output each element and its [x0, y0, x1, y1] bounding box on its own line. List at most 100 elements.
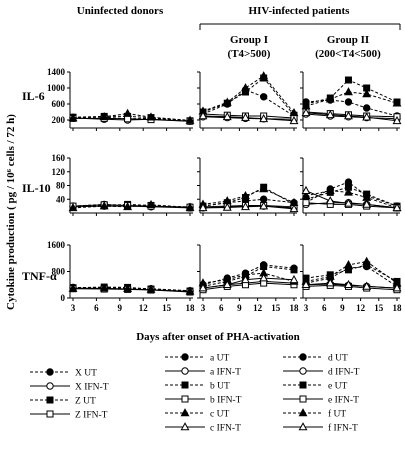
- series-f-IFN-T-r0-c2: [301, 107, 402, 125]
- y-tick-label: 120: [52, 167, 66, 177]
- legend-label: f UT: [328, 409, 346, 420]
- legend-marker: [181, 395, 189, 403]
- legend-label: a IFN-T: [210, 368, 241, 378]
- legend-marker: [299, 367, 307, 375]
- legend-label: f IFN-T: [328, 423, 358, 434]
- data-point: [344, 98, 353, 106]
- data-point: [301, 190, 311, 200]
- y-tick-label: 200: [52, 115, 66, 125]
- y-tick-label: 0: [61, 293, 66, 303]
- data-point: [325, 109, 335, 119]
- legend-label: Z UT: [75, 397, 96, 407]
- data-point: [289, 107, 299, 117]
- series-b-UT-r0-c1: [199, 74, 298, 119]
- legend-label: X IFN-T: [75, 383, 109, 393]
- data-point: [325, 278, 335, 287]
- header-hiv: HIV-infected patients: [249, 5, 351, 17]
- header-group1-line2: (T4>500): [228, 48, 271, 60]
- data-point: [241, 190, 250, 200]
- series-f-UT-r0-c2: [301, 87, 402, 110]
- legend-item: b UT: [165, 381, 230, 392]
- data-point: [146, 284, 156, 293]
- data-point: [198, 111, 208, 120]
- data-point: [301, 185, 311, 194]
- data-point: [198, 283, 208, 292]
- legend-label: X UT: [75, 369, 97, 379]
- series-line: [202, 75, 295, 114]
- data-point: [259, 93, 268, 101]
- data-point: [325, 196, 335, 205]
- x-tick-label: 3: [71, 303, 76, 313]
- data-point: [290, 266, 298, 274]
- legend-marker: [299, 353, 307, 361]
- data-point: [185, 115, 195, 124]
- series-line: [202, 89, 295, 117]
- data-point: [392, 202, 402, 212]
- x-tick-label: 18: [393, 303, 403, 313]
- y-tick-label: 1600: [47, 240, 66, 250]
- data-point: [68, 202, 78, 212]
- data-point: [259, 71, 269, 80]
- legend-marker: [46, 410, 54, 418]
- legend-label: Z IFN-T: [75, 411, 108, 421]
- legend-item: f IFN-T: [283, 422, 358, 434]
- x-tick-label: 15: [162, 303, 172, 313]
- data-point: [362, 89, 372, 98]
- data-point: [222, 202, 232, 211]
- series-line: [72, 204, 191, 209]
- legend-item: d IFN-T: [283, 367, 360, 378]
- legend-item: Z UT: [30, 396, 96, 407]
- header-group2-line1: Group II: [327, 34, 369, 46]
- data-point: [344, 111, 353, 120]
- header-group1-line1: Group I: [230, 34, 268, 46]
- data-point: [259, 113, 269, 123]
- data-point: [241, 201, 250, 211]
- data-point: [99, 201, 109, 210]
- x-tick-label: 15: [374, 303, 384, 313]
- legend-label: b IFN-T: [210, 396, 242, 406]
- legend-label: e UT: [328, 382, 347, 392]
- data-point: [362, 199, 372, 208]
- data-point: [222, 111, 232, 121]
- data-point: [289, 204, 299, 213]
- data-point: [344, 87, 353, 96]
- x-tick-label: 9: [237, 303, 242, 313]
- data-point: [362, 281, 372, 290]
- legend-marker: [46, 382, 54, 390]
- data-point: [362, 104, 371, 112]
- legend-item: b IFN-T: [165, 395, 242, 406]
- legend-item: a UT: [165, 353, 229, 364]
- series-line: [305, 91, 398, 107]
- data-point: [241, 112, 250, 121]
- y-tick-label: 40: [56, 194, 66, 204]
- data-point: [362, 112, 372, 121]
- series-line: [305, 190, 398, 209]
- legend-marker: [180, 422, 190, 431]
- series-line: [72, 113, 191, 121]
- panel-axes-r1-c0: [67, 157, 193, 216]
- data-point: [222, 279, 232, 289]
- x-tick-label: 12: [356, 303, 366, 313]
- legend-item: f UT: [283, 408, 346, 420]
- header-uninfected: Uninfected donors: [77, 5, 164, 17]
- x-tick-label: 12: [253, 303, 263, 313]
- legend-item: X IFN-T: [30, 382, 109, 393]
- row-label-il10: IL-10: [22, 181, 51, 195]
- series-f-IFN-T-r1-c2: [301, 185, 402, 212]
- header-group2-line2: (200<T4<500): [315, 48, 381, 60]
- legend-label: a UT: [210, 354, 229, 364]
- y-tick-label: 80: [56, 181, 66, 191]
- legend-marker: [180, 408, 190, 417]
- legend-item: e UT: [283, 381, 347, 392]
- x-tick-label: 6: [94, 303, 99, 313]
- row-label-tnfa: TNF-α: [22, 269, 57, 283]
- legend-marker: [181, 381, 189, 389]
- x-axis-title: Days after onset of PHA-activation: [136, 331, 300, 343]
- y-tick-label: 600: [52, 99, 66, 109]
- legend: X UT X IFN-T Z UT Z IFN-T a UT a IFN-T b UT b I…: [30, 353, 360, 434]
- data-point: [146, 199, 156, 209]
- series-line: [72, 287, 191, 292]
- legend-label: d UT: [328, 354, 348, 364]
- data-point: [302, 199, 310, 207]
